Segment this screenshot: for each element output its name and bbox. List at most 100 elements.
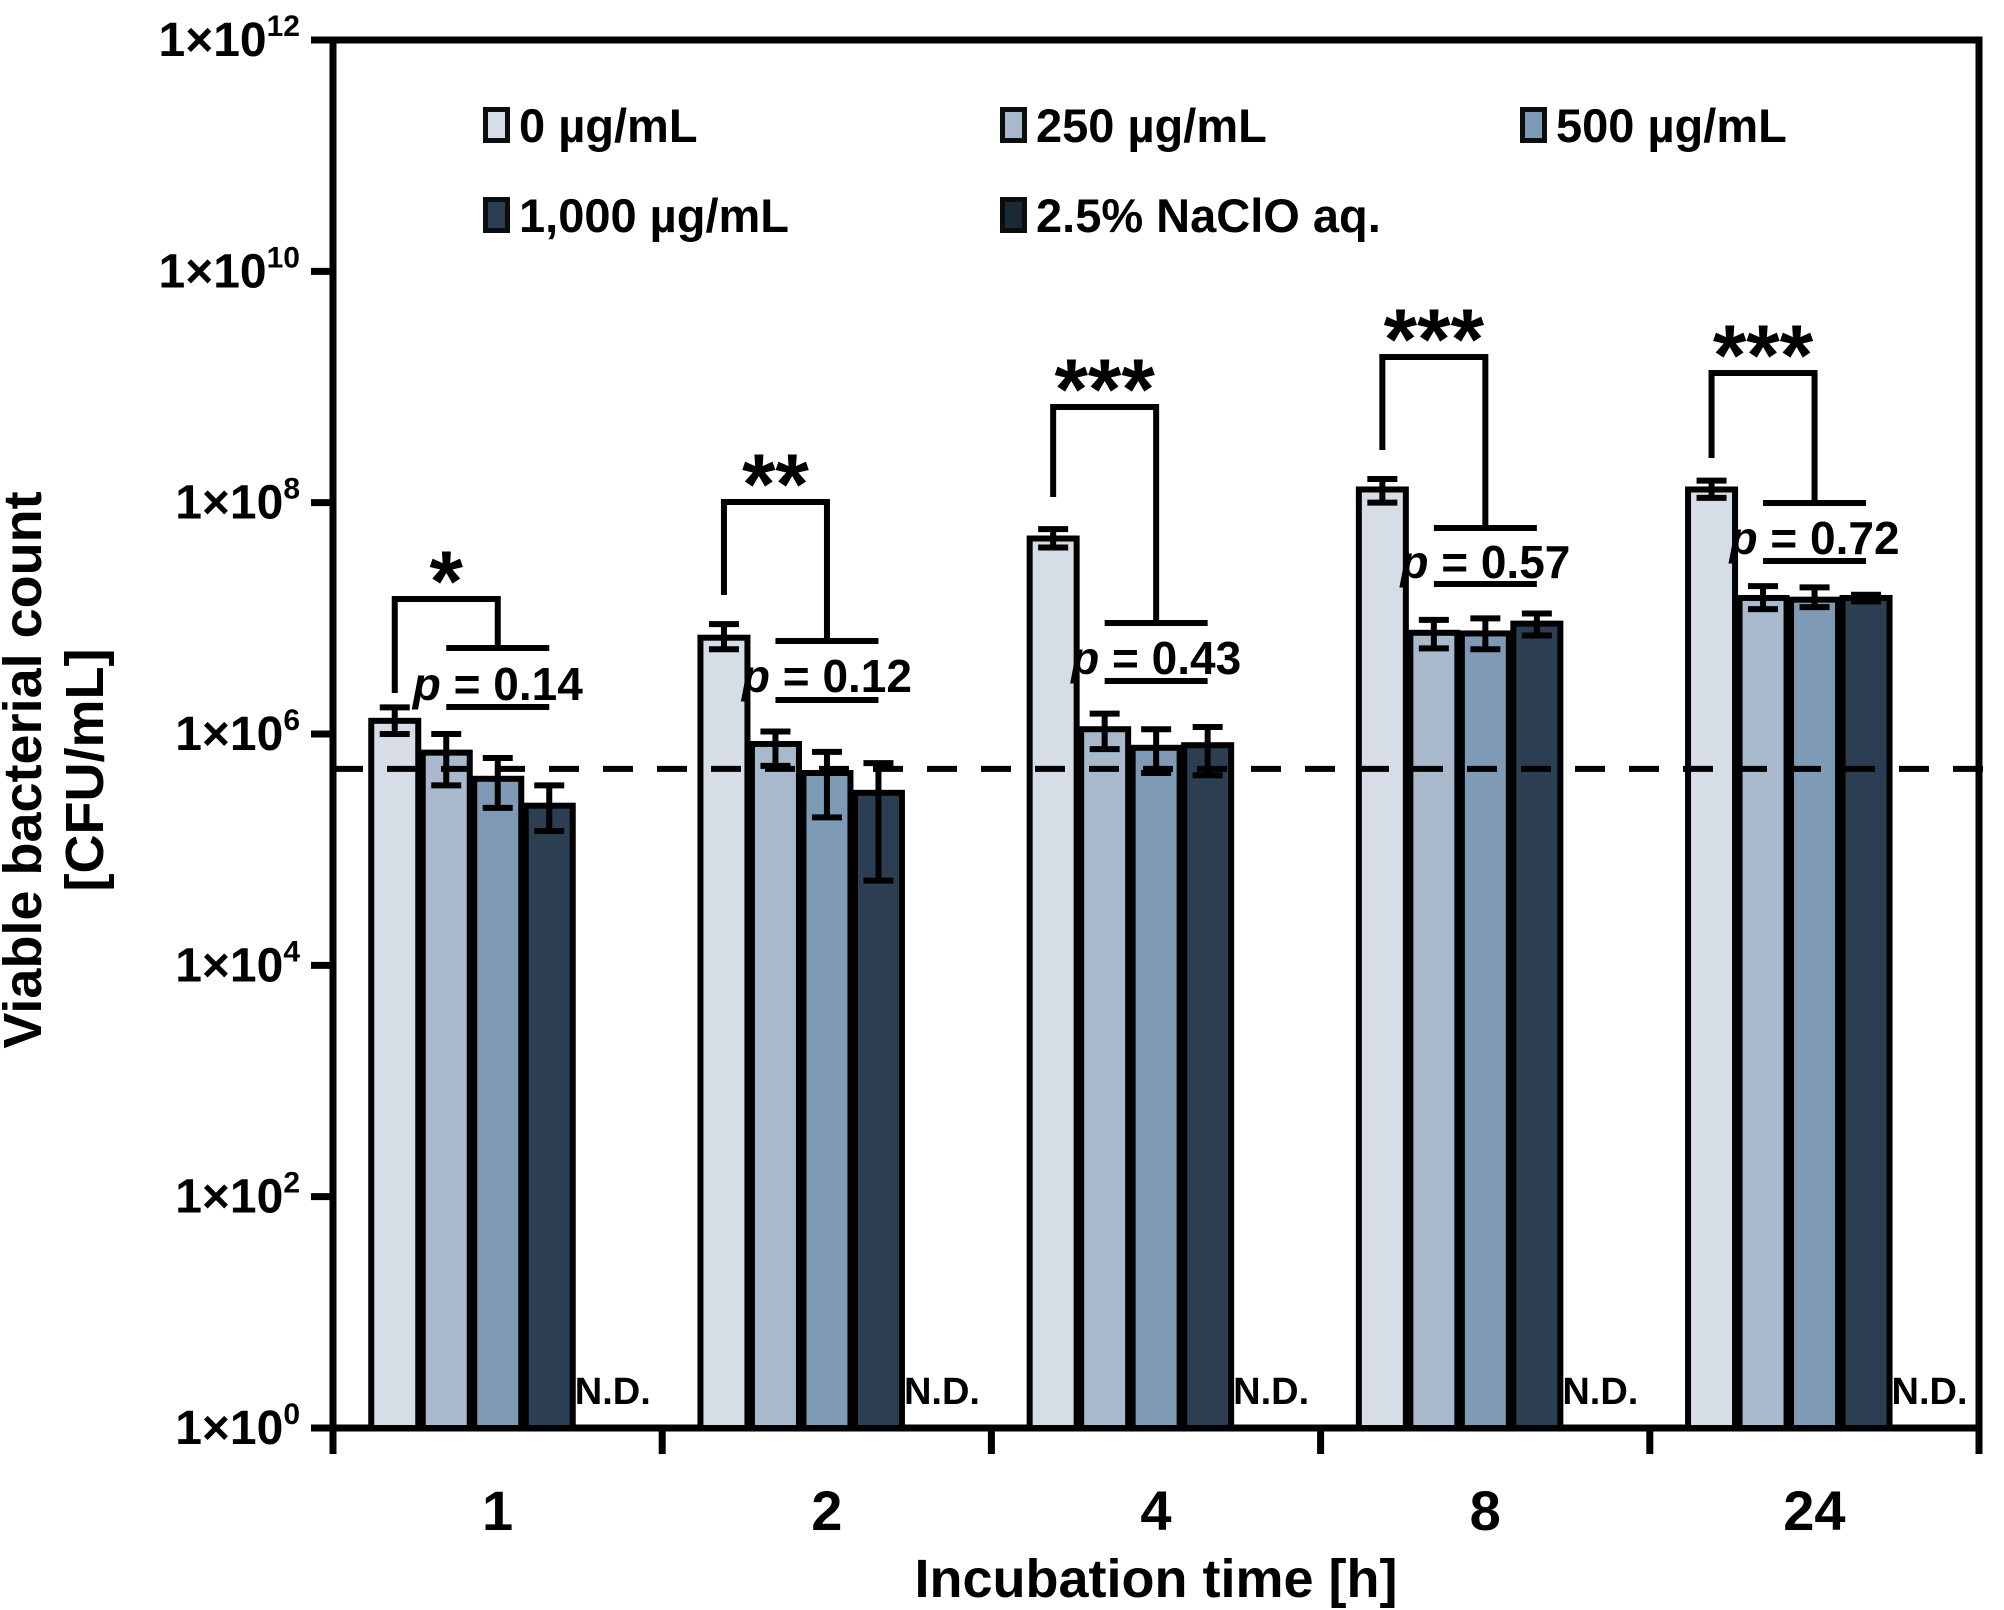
legend-item-0-g-ml: 0 µg/mL — [483, 98, 698, 152]
bar-group-8h: N.D. — [1355, 476, 1638, 1431]
significance-stars: * — [430, 534, 464, 630]
significance-bracket-4h: *** p = 0.43 — [1050, 342, 1241, 684]
bar-250gmL-2h — [748, 740, 802, 1431]
x-tick-label-4: 4 — [1140, 1479, 1171, 1542]
error-bar — [379, 704, 410, 737]
bracket-path — [1708, 370, 1818, 503]
bar-0gmL-2h — [697, 634, 751, 1431]
bar-1000gmL-24h — [1839, 594, 1893, 1431]
x-tick-label-24: 24 — [1783, 1479, 1845, 1542]
legend-swatch — [1520, 107, 1547, 143]
legend-label: 250 µg/mL — [1036, 98, 1267, 152]
error-bar — [1038, 526, 1069, 551]
p-value-label: p = 0.57 — [1398, 536, 1570, 588]
bar-250gmL-1h — [419, 749, 473, 1431]
p-value-label: p = 0.72 — [1728, 512, 1900, 564]
legend-label: 0 µg/mL — [519, 98, 698, 152]
y-axis: 1×100 1×102 1×104 1×106 1×108 1×1010 1×1012 — [159, 10, 333, 1455]
y-axis-title: Viable bacterial count [CFU/mL] — [0, 491, 115, 1049]
error-bar — [1521, 610, 1552, 639]
bar-0gmL-8h — [1355, 486, 1409, 1431]
legend-swatch — [483, 197, 510, 233]
bar-500gmL-1h — [471, 775, 525, 1431]
x-tick-label-8: 8 — [1470, 1479, 1501, 1542]
y-tick-label: 1×104 — [175, 935, 300, 992]
significance-bracket-8h: *** p = 0.57 — [1379, 292, 1570, 588]
bracket-path — [720, 499, 830, 641]
y-tick-label: 1×102 — [175, 1167, 300, 1224]
legend-label: 500 µg/mL — [1556, 98, 1787, 152]
legend-item-2.5%-naclo-aq.: 2.5% NaClO aq. — [1000, 188, 1381, 242]
error-bar — [1089, 710, 1120, 753]
error-bar — [1141, 726, 1172, 777]
error-bar — [1418, 616, 1449, 652]
significance-stars: ** — [742, 437, 809, 533]
legend-swatch — [483, 107, 510, 143]
x-tick-label-1: 1 — [482, 1479, 513, 1542]
legend-item-1-000-g-ml: 1,000 µg/mL — [483, 188, 790, 242]
nd-label-1h: N.D. — [575, 1371, 651, 1413]
error-bar — [863, 760, 894, 884]
significance-bracket-24h: *** p = 0.72 — [1708, 308, 1900, 564]
nd-label-4h: N.D. — [1233, 1371, 1309, 1413]
bar-500gmL-4h — [1129, 744, 1183, 1431]
bracket-path — [1379, 354, 1489, 528]
bar-1000gmL-1h — [522, 802, 576, 1431]
p-value-label: p = 0.43 — [1069, 632, 1241, 684]
bar-500gmL-24h — [1788, 596, 1842, 1431]
y-tick-label: 1×106 — [175, 704, 300, 761]
bar-500gmL-2h — [800, 770, 854, 1431]
significance-stars: *** — [1054, 342, 1155, 438]
error-bar — [1799, 584, 1830, 611]
bar-250gmL-8h — [1407, 629, 1461, 1431]
p-value-label: p = 0.12 — [740, 650, 912, 702]
error-bar — [1367, 476, 1398, 506]
p-value-label: p = 0.14 — [411, 658, 583, 710]
bar-0gmL-24h — [1685, 486, 1739, 1431]
legend-item-250-g-ml: 250 µg/mL — [1000, 98, 1267, 152]
legend-swatch — [1000, 107, 1027, 143]
bar-1000gmL-4h — [1181, 742, 1235, 1431]
y-tick-label: 1×1010 — [159, 241, 301, 298]
x-axis: 1 2 4 8 24 — [329, 1428, 1983, 1542]
bar-0gmL-4h — [1026, 535, 1080, 1431]
bar-250gmL-4h — [1078, 726, 1132, 1431]
nd-label-24h: N.D. — [1892, 1371, 1968, 1413]
x-axis-title: Incubation time [h] — [914, 1549, 1398, 1609]
bars: N.D. N.D. N.D. N.D. N.D. — [368, 476, 1968, 1431]
significance-stars: *** — [1713, 308, 1814, 404]
bracket-path — [391, 596, 501, 693]
error-bar — [431, 731, 462, 789]
legend-swatch — [1000, 197, 1027, 233]
y-tick-label: 1×108 — [175, 473, 300, 530]
significance-bracket-1h: * p = 0.14 — [391, 534, 583, 710]
bar-1000gmL-2h — [851, 789, 905, 1431]
bar-group-4h: N.D. — [1026, 526, 1309, 1431]
legend-item-500-g-ml: 500 µg/mL — [1520, 98, 1787, 152]
legend-label: 2.5% NaClO aq. — [1036, 188, 1381, 242]
bar-group-2h: N.D. — [697, 621, 980, 1431]
y-tick-label: 1×1012 — [159, 10, 301, 67]
bar-group-1h: N.D. — [368, 704, 651, 1431]
legend-label: 1,000 µg/mL — [519, 188, 790, 242]
error-bar — [1748, 583, 1779, 613]
nd-label-8h: N.D. — [1562, 1371, 1638, 1413]
error-bar — [708, 621, 739, 653]
error-bar — [1470, 615, 1501, 653]
bar-group-24h: N.D. — [1685, 477, 1968, 1431]
bar-0gmL-1h — [368, 717, 422, 1431]
y-tick-label: 1×100 — [175, 1398, 300, 1455]
bar-1000gmL-8h — [1510, 620, 1564, 1431]
error-bar — [1851, 591, 1882, 605]
error-bar — [534, 782, 565, 835]
bar-500gmL-8h — [1458, 630, 1512, 1431]
error-bar — [1696, 477, 1727, 501]
significance-stars: *** — [1384, 292, 1485, 388]
error-bar — [811, 748, 842, 821]
bar-250gmL-24h — [1736, 594, 1790, 1431]
nd-label-2h: N.D. — [904, 1371, 980, 1413]
bracket-path — [1050, 404, 1160, 623]
significance-bracket-2h: ** p = 0.12 — [720, 437, 912, 703]
